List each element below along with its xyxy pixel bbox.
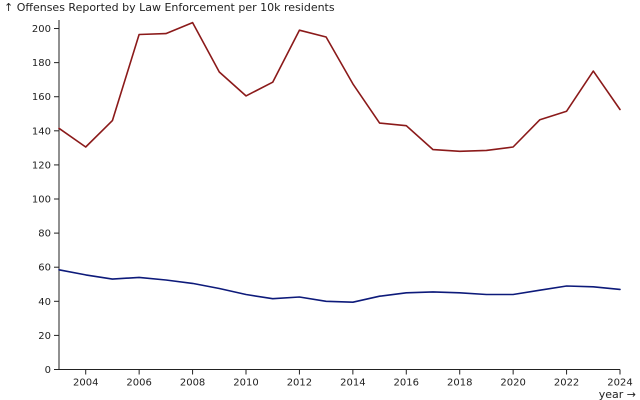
y-axis-title: ↑ Offenses Reported by Law Enforcement p…: [4, 1, 335, 14]
x-tick-label: 2022: [554, 378, 579, 389]
y-axis-ticks: 0 20 40 60 80 100 120 140 160 180 200: [32, 24, 59, 376]
y-tick-label: 120: [32, 160, 51, 171]
series-line-2: [58, 268, 621, 304]
plot-area: 0 20 40 60 80 100 120 140 160 180 200 2004 2006 2008…: [32, 20, 633, 389]
x-axis-ticks: 2004 2006 2008 2010 2012 2014 2016 2018 2020 2022…: [73, 369, 633, 389]
x-tick-label: 2004: [73, 378, 98, 389]
x-tick-label: 2016: [394, 378, 419, 389]
x-tick-label: 2024: [607, 378, 632, 389]
y-tick-label: 200: [32, 24, 51, 35]
y-tick-label: 0: [45, 365, 51, 376]
x-tick-label: 2012: [287, 378, 312, 389]
x-tick-label: 2018: [447, 378, 472, 389]
series-lines: [58, 21, 621, 304]
y-tick-label: 100: [32, 195, 51, 206]
y-tick-label: 160: [32, 92, 51, 103]
y-tick-label: 80: [38, 229, 51, 240]
x-tick-label: 2020: [500, 378, 525, 389]
x-tick-label: 2014: [340, 378, 365, 389]
y-tick-label: 20: [38, 331, 51, 342]
y-tick-label: 60: [38, 263, 51, 274]
series-line-1: [58, 21, 621, 153]
y-tick-label: 140: [32, 126, 51, 137]
x-axis-title: year →: [599, 388, 636, 400]
y-tick-label: 40: [38, 297, 51, 308]
x-tick-label: 2006: [126, 378, 151, 389]
x-tick-label: 2008: [180, 378, 205, 389]
x-tick-label: 2010: [233, 378, 258, 389]
y-tick-label: 180: [32, 58, 51, 69]
